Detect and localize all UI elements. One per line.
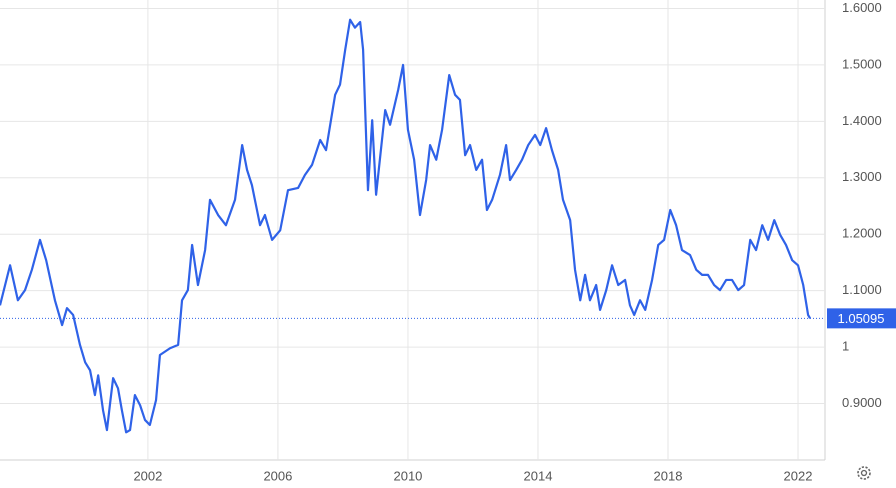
current-value-label: 1.05095	[838, 311, 885, 326]
y-tick-label: 1	[842, 339, 849, 354]
y-tick-label: 1.2000	[842, 226, 882, 241]
y-tick-label: 1.5000	[842, 56, 882, 71]
gear-inner	[860, 469, 868, 477]
x-tick-label: 2006	[263, 468, 292, 483]
x-tick-label: 2014	[524, 468, 553, 483]
gear-outer	[857, 466, 871, 480]
y-tick-label: 1.6000	[842, 0, 882, 15]
x-tick-label: 2010	[393, 468, 422, 483]
current-value-box	[827, 308, 896, 329]
y-tick-label: 1.4000	[842, 113, 882, 128]
x-tick-label: 2022	[784, 468, 813, 483]
price-line	[0, 18, 812, 434]
y-tick-label: 1.1000	[842, 282, 882, 297]
x-tick-label: 2018	[654, 468, 683, 483]
x-tick-label: 2002	[133, 468, 162, 483]
y-tick-label: 1.3000	[842, 169, 882, 184]
y-tick-label: 0.9000	[842, 395, 882, 410]
settings-icon[interactable]	[857, 466, 871, 480]
